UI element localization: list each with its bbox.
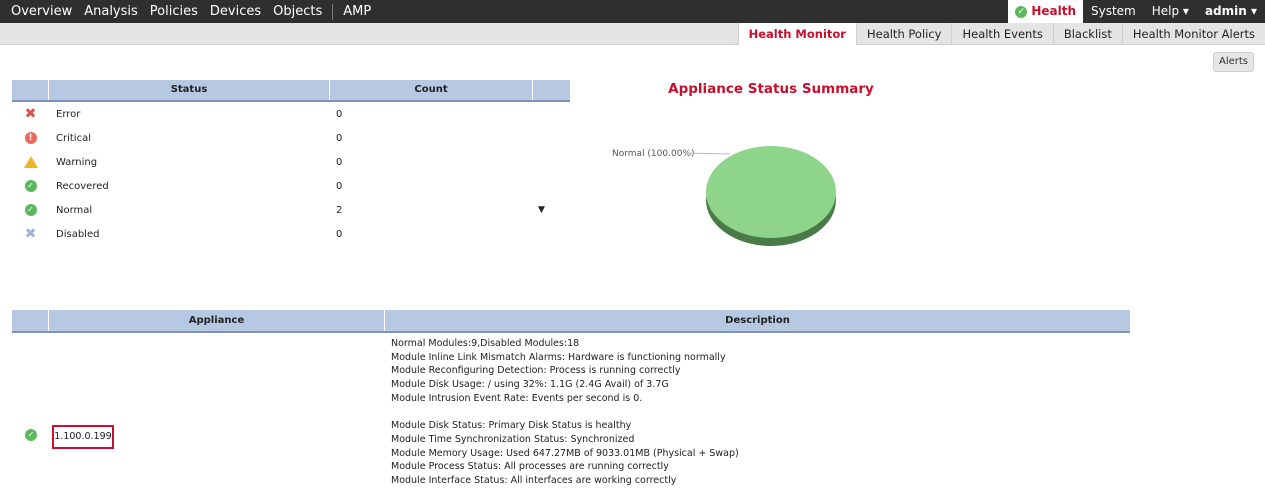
status-label[interactable]: Critical bbox=[56, 132, 91, 144]
warning-icon bbox=[23, 156, 38, 168]
status-table-header: Status Count bbox=[12, 80, 570, 102]
sub-nav: Health Monitor Health Policy Health Even… bbox=[0, 23, 1265, 45]
status-count: 0 bbox=[336, 156, 343, 168]
status-row-critical[interactable]: ! Critical 0 bbox=[12, 126, 570, 150]
header-icon-col bbox=[12, 310, 49, 331]
chart-title: Appliance Status Summary bbox=[668, 81, 874, 97]
header-extra-col bbox=[533, 80, 570, 100]
pie-leader-line bbox=[683, 152, 731, 155]
critical-icon: ! bbox=[24, 132, 37, 144]
normal-icon: ✓ bbox=[24, 204, 37, 216]
header-status[interactable]: Status bbox=[49, 80, 330, 100]
tab-health-policy[interactable]: Health Policy bbox=[855, 23, 952, 45]
status-row-recovered[interactable]: ✓ Recovered 0 bbox=[12, 174, 570, 198]
health-tabs: Health Monitor Health Policy Health Even… bbox=[737, 23, 1265, 45]
nav-divider bbox=[332, 3, 334, 20]
status-label[interactable]: Recovered bbox=[56, 180, 109, 192]
status-count: 2 bbox=[336, 204, 343, 216]
status-row-disabled[interactable]: ✖ Disabled 0 bbox=[12, 222, 570, 246]
description-line bbox=[391, 405, 739, 419]
status-count: 0 bbox=[336, 228, 343, 240]
description-line: Module Memory Usage: Used 647.27MB of 90… bbox=[391, 447, 739, 459]
header-description[interactable]: Description bbox=[725, 315, 790, 326]
description-line: Normal Modules:9,Disabled Modules:18 bbox=[391, 338, 580, 349]
status-label[interactable]: Warning bbox=[56, 156, 98, 168]
tab-health-events[interactable]: Health Events bbox=[951, 23, 1052, 45]
nav-devices[interactable]: Devices bbox=[209, 4, 262, 19]
status-label[interactable]: Disabled bbox=[56, 228, 100, 240]
description-line: Module Disk Usage: / using 32%: 1.1G (2.… bbox=[391, 379, 669, 391]
nav-health-label: Health bbox=[1031, 4, 1076, 18]
alerts-button[interactable]: Alerts bbox=[1213, 52, 1254, 72]
status-label[interactable]: Error bbox=[56, 108, 81, 120]
nav-help[interactable]: Help ▾ bbox=[1151, 4, 1189, 18]
status-table: Status Count ✖ Error 0 ! Critical 0 Warn… bbox=[12, 80, 570, 246]
pie-slice-normal[interactable] bbox=[706, 146, 836, 238]
health-check-icon: ✓ bbox=[1015, 5, 1028, 18]
nav-objects[interactable]: Objects bbox=[273, 4, 323, 19]
nav-policies[interactable]: Policies bbox=[149, 4, 198, 19]
tab-health-monitor-alerts[interactable]: Health Monitor Alerts bbox=[1121, 23, 1265, 45]
top-nav: Overview Analysis Policies Devices Objec… bbox=[0, 0, 1265, 23]
appliance-description: Normal Modules:9,Disabled Modules:18 Modu… bbox=[391, 337, 739, 488]
header-count[interactable]: Count bbox=[330, 80, 533, 100]
description-line: Module Time Synchronization Status: Sync… bbox=[391, 433, 635, 445]
nav-system[interactable]: System bbox=[1090, 4, 1136, 18]
description-line: Module Disk Status: Primary Disk Status … bbox=[391, 420, 632, 432]
appliance-status-icon: ✓ bbox=[25, 429, 37, 441]
appliance-table: Appliance Description ✓ 1.100.0.199 Norm… bbox=[12, 310, 1130, 493]
appliance-name[interactable]: 1.100.0.199 bbox=[52, 425, 114, 449]
description-line: Module Intrusion Event Rate: Events per … bbox=[391, 392, 643, 404]
nav-health[interactable]: ✓ Health bbox=[1008, 0, 1083, 23]
header-icon-col bbox=[12, 80, 49, 100]
appliance-row[interactable]: ✓ 1.100.0.199 Normal Modules:9,Disabled … bbox=[12, 333, 1130, 493]
disabled-icon: ✖ bbox=[24, 226, 37, 242]
description-line: Module Reconfiguring Detection: Process … bbox=[391, 365, 681, 377]
tab-blacklist[interactable]: Blacklist bbox=[1052, 23, 1122, 45]
right-menu: ✓ Health System Help ▾ admin ▾ bbox=[1008, 0, 1265, 23]
nav-overview[interactable]: Overview bbox=[11, 4, 73, 19]
status-count: 0 bbox=[336, 180, 343, 192]
status-count: 0 bbox=[336, 132, 343, 144]
status-row-normal[interactable]: ✓ Normal 2 ▼ bbox=[12, 198, 570, 222]
status-label[interactable]: Normal bbox=[56, 204, 93, 216]
status-row-warning[interactable]: Warning 0 bbox=[12, 150, 570, 174]
description-line: Module Process Status: All processes are… bbox=[391, 461, 669, 473]
pie-chart bbox=[683, 146, 836, 246]
nav-admin[interactable]: admin ▾ bbox=[1204, 4, 1257, 18]
tab-health-monitor[interactable]: Health Monitor bbox=[737, 23, 856, 45]
description-line: Module Interface Status: All interfaces … bbox=[391, 474, 677, 486]
nav-analysis[interactable]: Analysis bbox=[84, 4, 138, 19]
error-icon: ✖ bbox=[24, 106, 37, 122]
recovered-icon: ✓ bbox=[24, 180, 37, 192]
pie-label-normal: Normal (100.00%) bbox=[612, 149, 695, 159]
status-count: 0 bbox=[336, 108, 343, 120]
main-menu: Overview Analysis Policies Devices Objec… bbox=[0, 0, 377, 23]
description-line: Module Inline Link Mismatch Alarms: Hard… bbox=[391, 351, 726, 363]
appliance-table-header: Appliance Description bbox=[12, 310, 1130, 333]
nav-amp[interactable]: AMP bbox=[343, 4, 372, 19]
expand-caret-icon[interactable]: ▼ bbox=[538, 205, 545, 215]
header-appliance[interactable]: Appliance bbox=[49, 310, 385, 331]
status-row-error[interactable]: ✖ Error 0 bbox=[12, 102, 570, 126]
